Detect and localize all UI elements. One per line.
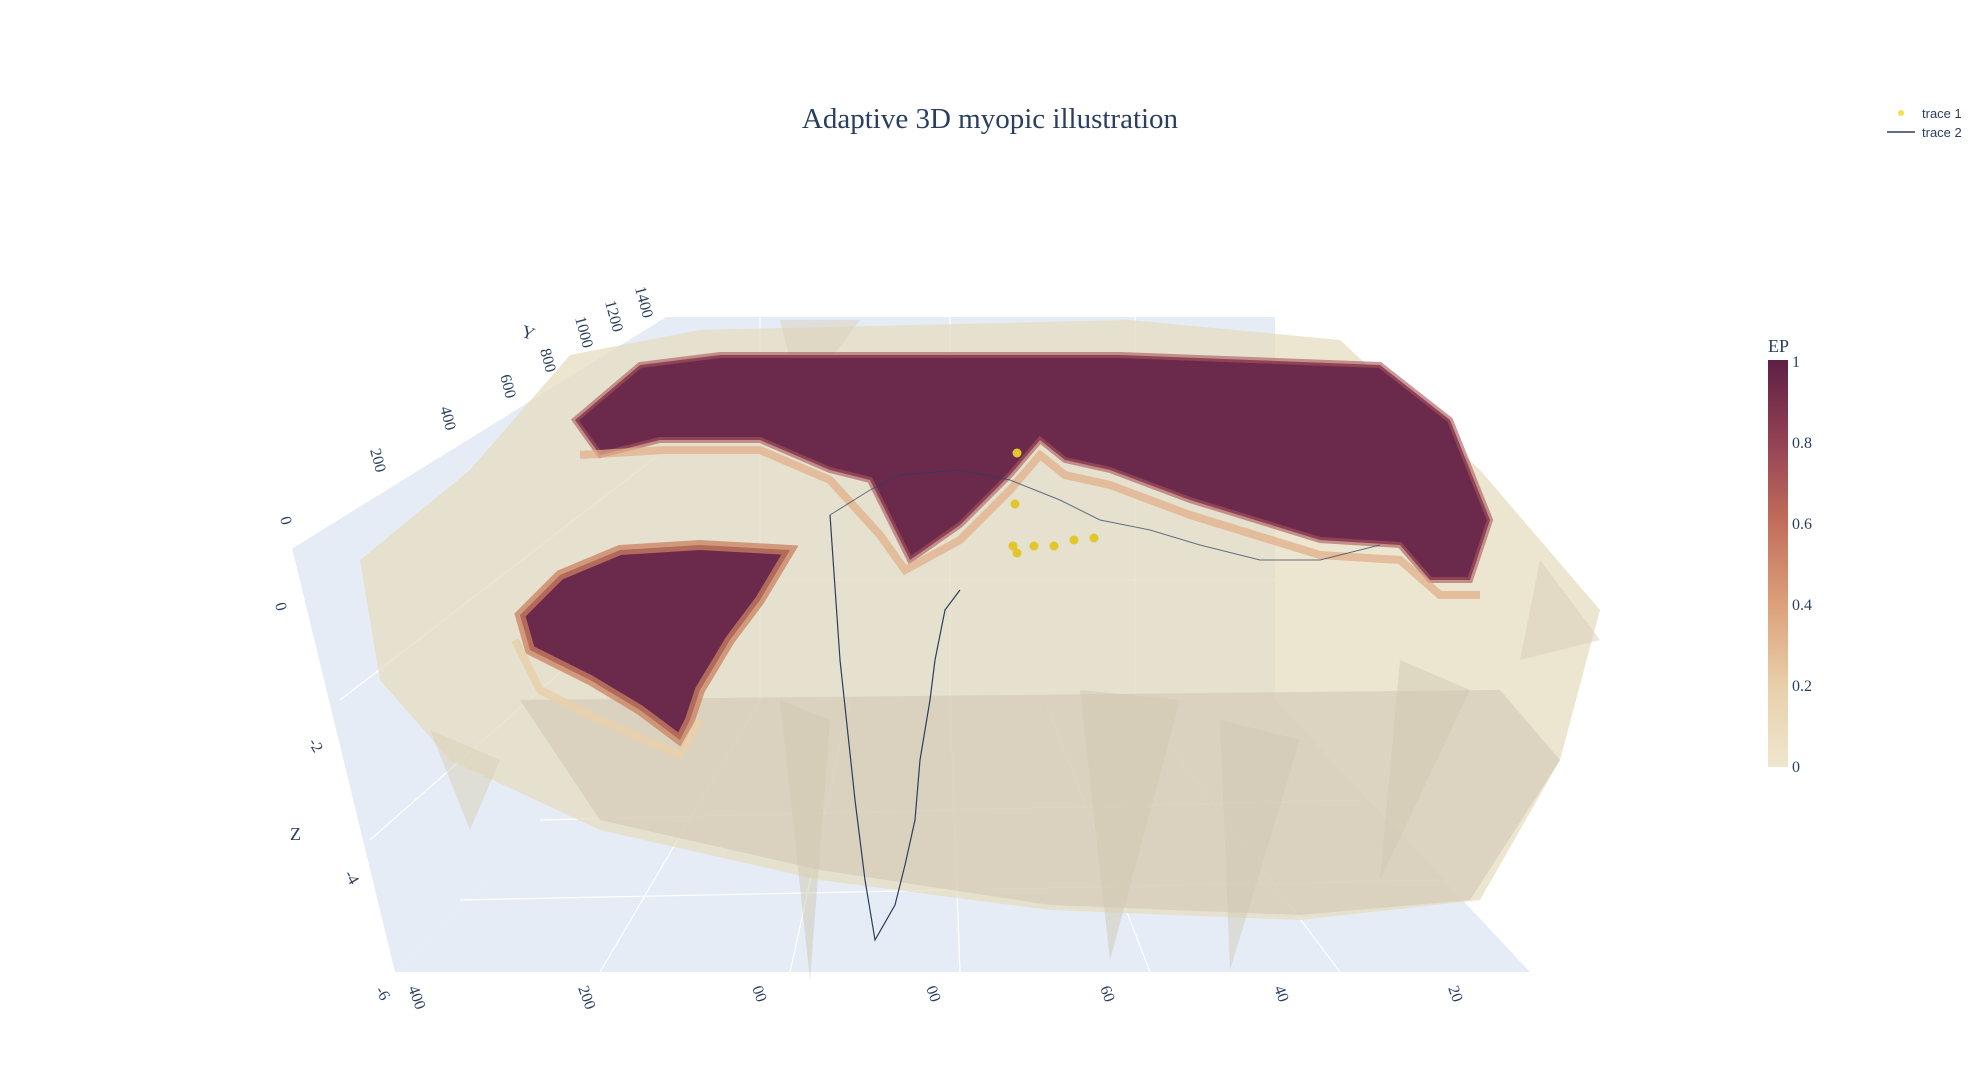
- colorbar-tick-label: 0.8: [1792, 435, 1812, 452]
- x-tick-label: 60: [1096, 984, 1117, 1005]
- trace-1-point: [1012, 448, 1022, 458]
- surface-spike-1: [780, 700, 830, 980]
- scene-3d[interactable]: Y 0 200 400 600 800 1000 1200 1400 Z 0 -…: [271, 285, 1600, 1012]
- surface-blob-left: [514, 539, 799, 748]
- trace-1-point: [1012, 548, 1022, 558]
- x-tick-label: 200: [574, 984, 598, 1012]
- y-axis: Y 0 200 400 600 800 1000 1200 1400: [276, 285, 656, 527]
- z-tick-label: 0: [271, 601, 289, 613]
- surface-ridge-edge: [579, 446, 1480, 599]
- surface-shadow-layer: [520, 690, 1560, 915]
- x-tick-label: 00: [922, 984, 943, 1005]
- x-tick-label: 20: [1444, 984, 1465, 1005]
- y-tick-label: 1400: [631, 285, 656, 320]
- y-tick-label: 1200: [601, 299, 626, 334]
- colorbar-tick-label: 0.2: [1792, 678, 1812, 695]
- surface-spike-2: [1080, 690, 1180, 960]
- colorbar-tick-label: 0: [1792, 759, 1800, 776]
- y-tick-label: 200: [366, 447, 389, 475]
- surface-spike-4: [1380, 660, 1470, 880]
- colorbar-tick-label: 0.6: [1792, 516, 1812, 533]
- surface-spike-6: [1520, 560, 1600, 660]
- colorbar-tick-label: 0.4: [1792, 597, 1812, 614]
- x-tick-label: 40: [1270, 984, 1291, 1005]
- z-tick-label: -6: [372, 984, 393, 1004]
- z-tick-label: -2: [305, 736, 326, 756]
- trace-1-point: [1089, 533, 1099, 543]
- surface-trace: [360, 320, 1600, 980]
- trace-1-point: [1029, 541, 1039, 551]
- surface-spike-3: [1220, 720, 1300, 970]
- y-tick-label: 400: [436, 405, 459, 433]
- surface-spike-5: [430, 730, 500, 830]
- legend-marker-icon: [1898, 110, 1904, 116]
- x-tick-label: 00: [748, 984, 769, 1005]
- surface-ridge-back: [570, 352, 1494, 583]
- y-tick-label: 1000: [571, 315, 596, 350]
- legend-label: trace 2: [1922, 125, 1962, 140]
- y-tick-label: 600: [496, 373, 519, 401]
- legend-item-trace-1[interactable]: trace 1: [1898, 106, 1962, 121]
- trace-2-line-upper: [829, 469, 1381, 561]
- colorbar-title: EP: [1768, 336, 1789, 356]
- trace-1-point: [1049, 541, 1059, 551]
- y-tick-label: 0: [276, 515, 294, 527]
- legend[interactable]: trace 1 trace 2: [1887, 106, 1962, 140]
- x-axis: 400 200 00 00 60 40 20: [404, 984, 1465, 1012]
- trace-1-point: [1010, 499, 1020, 509]
- z-tick-label: -4: [341, 868, 362, 888]
- colorbar-tick-label: 1: [1792, 354, 1800, 371]
- x-tick-label: 400: [404, 984, 428, 1012]
- trace-1-point: [1008, 541, 1018, 551]
- y-tick-label: 800: [536, 347, 559, 375]
- legend-label: trace 1: [1922, 106, 1962, 121]
- y-axis-title: Y: [519, 321, 538, 344]
- colorbar: EP 1 0.8 0.6 0.4 0.2 0: [1768, 336, 1812, 776]
- colorbar-gradient: [1768, 360, 1788, 767]
- trace-1-markers: [1008, 448, 1099, 558]
- trace-2-line: [829, 514, 961, 942]
- legend-item-trace-2[interactable]: trace 2: [1887, 125, 1962, 140]
- surface-blob-left-edge: [511, 638, 704, 761]
- trace-1-point: [1069, 535, 1079, 545]
- chart-title: Adaptive 3D myopic illustration: [802, 103, 1179, 135]
- z-axis-title: Z: [290, 824, 301, 844]
